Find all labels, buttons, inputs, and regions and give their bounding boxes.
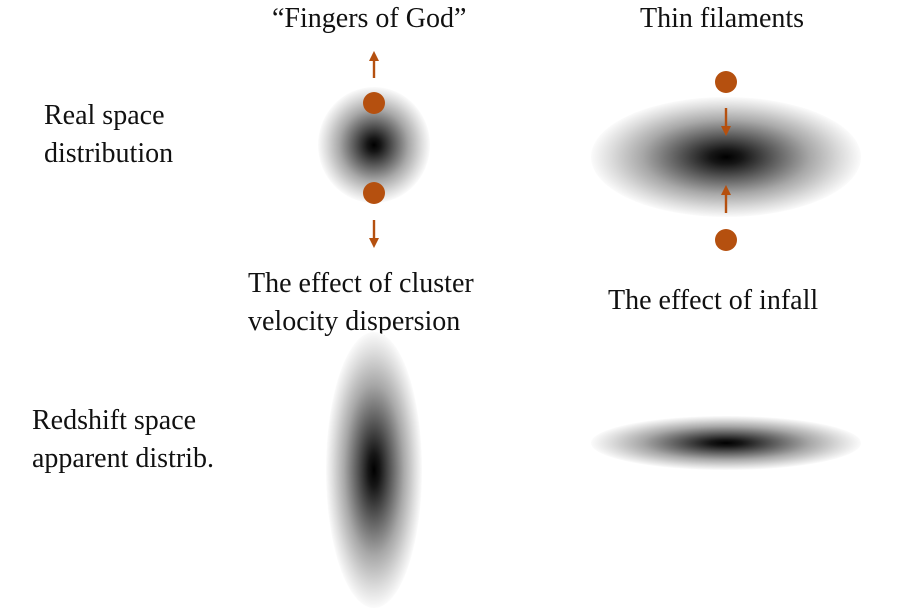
real-space-cluster-blob [318,87,430,203]
real-space-filament-blob [591,97,861,217]
redshift-space-flattened-blob [591,416,861,470]
row-label-real-space: Real space distribution [44,97,173,173]
row-label-redshift-space: Redshift space apparent distrib. [32,402,214,478]
caption-cluster-effect-line-1: The effect of cluster [248,268,474,299]
row-label-real-space-line-2: distribution [44,138,174,169]
galaxy-lower-filament [715,229,737,251]
galaxy-lower-cluster [363,182,385,204]
redshift-space-finger-blob [326,332,422,608]
row-label-redshift-space-line-2: apparent distrib. [32,443,214,474]
row-label-real-space-line-1: Real space [44,100,165,131]
caption-cluster-effect-line-2: velocity dispersion [248,306,461,337]
row-label-redshift-space-line-1: Redshift space [32,405,197,436]
galaxy-upper-filament [715,71,737,93]
galaxy-upper-cluster [363,92,385,114]
heading-fingers-of-god: “Fingers of God” [272,3,467,34]
heading-thin-filaments: Thin filaments [640,3,805,34]
caption-infall-effect: The effect of infall [608,285,819,316]
caption-cluster-effect: The effect of cluster velocity dispersio… [248,265,474,341]
